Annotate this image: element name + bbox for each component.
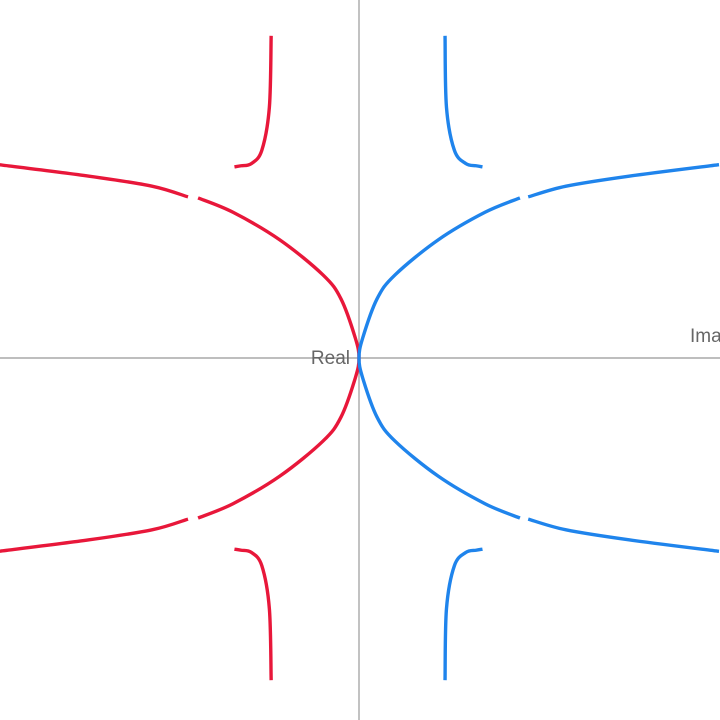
- axis-label-imag: Imag: [690, 326, 720, 347]
- series-2: [357, 35, 720, 681]
- series-2-curve-1: [443, 35, 483, 169]
- series-1-curve-5: [234, 547, 273, 681]
- series-2-curve-5: [443, 547, 483, 681]
- series-1-curve-1: [234, 35, 273, 169]
- series-layer: [0, 35, 720, 681]
- series-2-curve-3: [357, 196, 521, 520]
- series-2-curve-2: [527, 162, 720, 199]
- series-2-curve-4: [527, 517, 720, 554]
- axis-label-real: Real: [311, 348, 350, 369]
- series-1-curve-4: [0, 517, 189, 553]
- series-1-curve-2: [0, 163, 189, 199]
